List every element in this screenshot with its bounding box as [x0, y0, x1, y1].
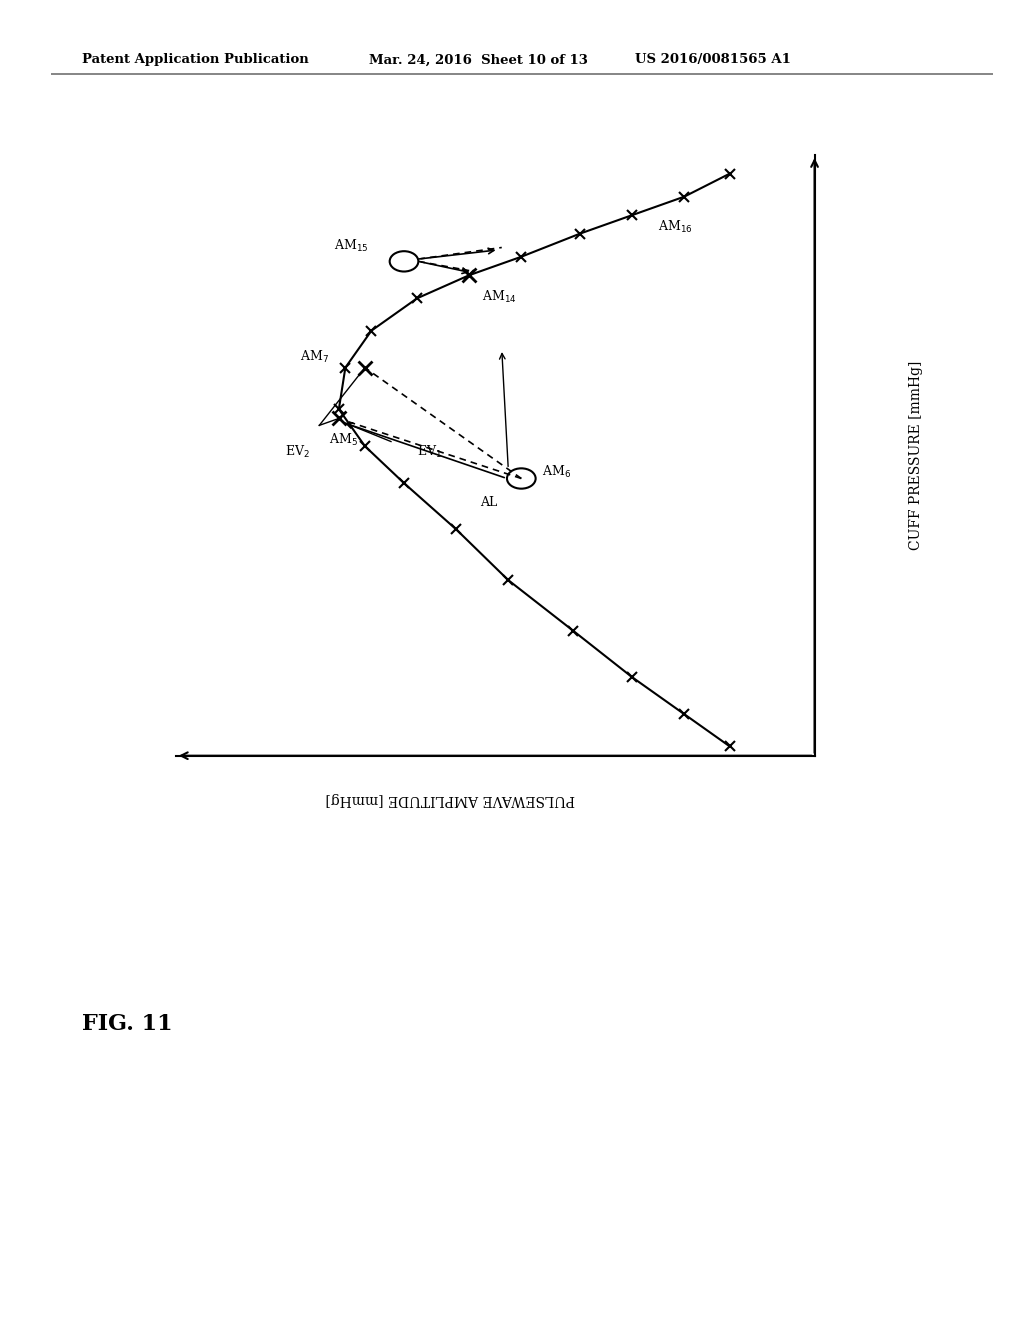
Text: AM$_{15}$: AM$_{15}$ — [334, 238, 369, 253]
Text: AM$_7$: AM$_7$ — [300, 348, 329, 364]
Text: CUFF PRESSURE [mmHg]: CUFF PRESSURE [mmHg] — [909, 360, 924, 550]
Text: Mar. 24, 2016  Sheet 10 of 13: Mar. 24, 2016 Sheet 10 of 13 — [369, 53, 588, 66]
Text: AM$_{14}$: AM$_{14}$ — [482, 289, 517, 305]
Text: AM$_6$: AM$_6$ — [542, 465, 571, 480]
Text: Patent Application Publication: Patent Application Publication — [82, 53, 308, 66]
Text: US 2016/0081565 A1: US 2016/0081565 A1 — [635, 53, 791, 66]
Text: AM$_5$: AM$_5$ — [329, 432, 358, 447]
Text: EV$_2$: EV$_2$ — [285, 444, 309, 459]
Text: AM$_{16}$: AM$_{16}$ — [658, 219, 693, 235]
Text: EV$_1$: EV$_1$ — [417, 444, 442, 459]
Text: FIG. 11: FIG. 11 — [82, 1012, 173, 1035]
Text: AL: AL — [480, 496, 498, 510]
Text: PULSEWAVE AMPLITUDE [mmHg]: PULSEWAVE AMPLITUDE [mmHg] — [326, 792, 575, 805]
